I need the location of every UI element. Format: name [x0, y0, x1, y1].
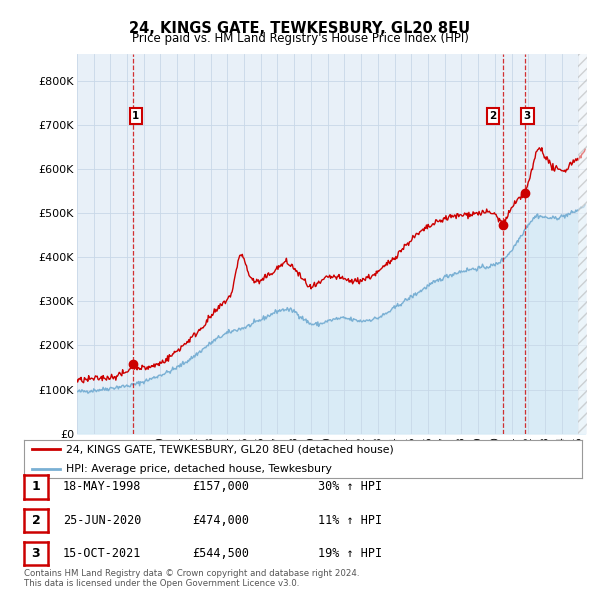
- Text: 24, KINGS GATE, TEWKESBURY, GL20 8EU (detached house): 24, KINGS GATE, TEWKESBURY, GL20 8EU (de…: [66, 444, 394, 454]
- Text: 2: 2: [490, 111, 497, 121]
- Text: 30% ↑ HPI: 30% ↑ HPI: [318, 480, 382, 493]
- Text: £474,000: £474,000: [192, 514, 249, 527]
- Text: 25-JUN-2020: 25-JUN-2020: [63, 514, 142, 527]
- Text: 1: 1: [132, 111, 139, 121]
- Text: 1: 1: [32, 480, 40, 493]
- Text: Price paid vs. HM Land Registry's House Price Index (HPI): Price paid vs. HM Land Registry's House …: [131, 32, 469, 45]
- Text: 11% ↑ HPI: 11% ↑ HPI: [318, 514, 382, 527]
- Text: 2: 2: [32, 514, 40, 527]
- Text: 19% ↑ HPI: 19% ↑ HPI: [318, 547, 382, 560]
- Text: 24, KINGS GATE, TEWKESBURY, GL20 8EU: 24, KINGS GATE, TEWKESBURY, GL20 8EU: [130, 21, 470, 35]
- Text: 15-OCT-2021: 15-OCT-2021: [63, 547, 142, 560]
- Text: 3: 3: [524, 111, 531, 121]
- Bar: [578, 54, 589, 434]
- Text: Contains HM Land Registry data © Crown copyright and database right 2024.
This d: Contains HM Land Registry data © Crown c…: [24, 569, 359, 588]
- Text: HPI: Average price, detached house, Tewkesbury: HPI: Average price, detached house, Tewk…: [66, 464, 332, 474]
- Text: £157,000: £157,000: [192, 480, 249, 493]
- Text: 3: 3: [32, 547, 40, 560]
- Text: 18-MAY-1998: 18-MAY-1998: [63, 480, 142, 493]
- Text: £544,500: £544,500: [192, 547, 249, 560]
